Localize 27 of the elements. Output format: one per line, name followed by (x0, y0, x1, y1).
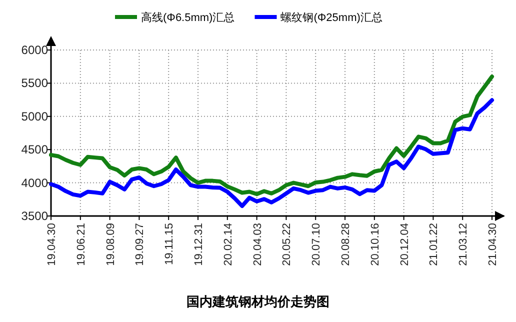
legend-label: 螺纹钢(Φ25mm)汇总 (280, 11, 382, 24)
x-tick-label: 20.08.28 (340, 223, 352, 266)
x-tick-label: 21.01.22 (428, 223, 440, 266)
line-series (49, 74, 494, 196)
x-tick-label: 21.04.30 (487, 223, 499, 266)
x-tick-label: 20.04.03 (252, 223, 264, 266)
x-tick-label: 20.10.16 (369, 223, 382, 266)
x-tick-label: 19.11.15 (164, 223, 176, 266)
x-tick-label: 19.06.21 (75, 223, 88, 266)
x-tick-label: 19.12.31 (193, 223, 205, 266)
x-tick-label: 19.08.09 (104, 223, 117, 266)
y-tick-label: 5000 (21, 109, 48, 124)
legend-label: 高线(Φ6.5mm)汇总 (141, 11, 235, 24)
y-tick-label: 6000 (21, 43, 48, 57)
x-tick-label: 21.03.12 (458, 223, 470, 266)
y-tick-label: 4500 (21, 142, 48, 157)
y-tick-label: 3500 (21, 209, 48, 223)
x-tick-label: 20.05.22 (281, 223, 294, 266)
y-tick-label: 4000 (21, 176, 48, 190)
line-series (49, 98, 494, 208)
x-tick-label: 20.12.04 (398, 223, 411, 266)
y-tick-label: 5500 (21, 76, 48, 90)
x-tick-label: 20.07.10 (310, 223, 323, 266)
text: 国内建筑钢材均价走势图 (186, 294, 330, 309)
x-tick-label: 20.02.14 (222, 223, 234, 266)
x-tick-label: 19.04.30 (46, 223, 58, 266)
x-tick-label: 19.09.27 (134, 223, 146, 266)
